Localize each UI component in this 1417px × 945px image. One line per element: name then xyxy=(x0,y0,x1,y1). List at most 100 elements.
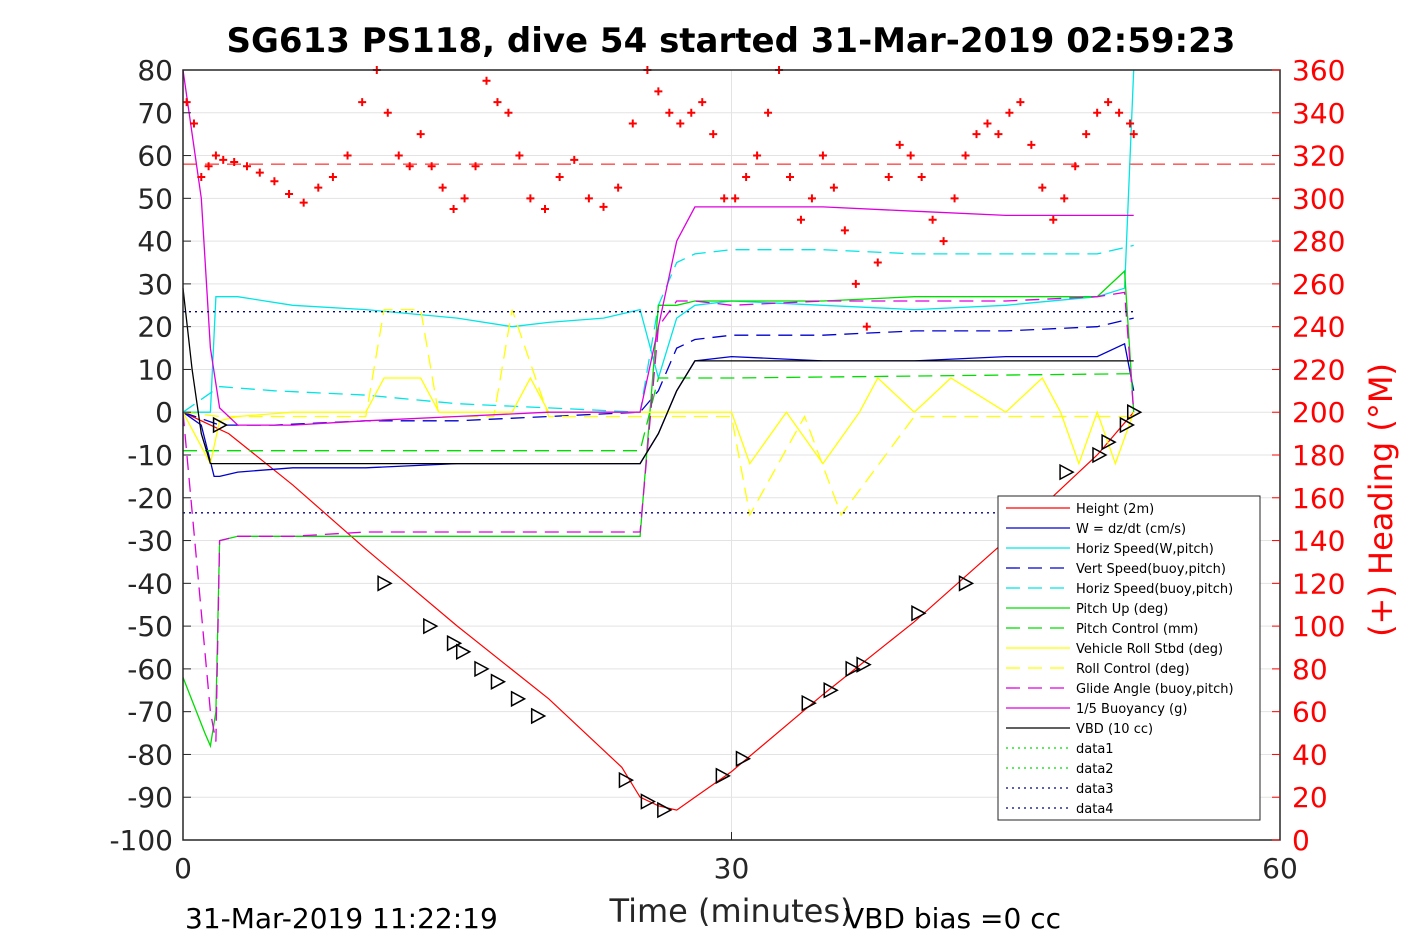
triangle-marker xyxy=(801,694,817,712)
left-tick-label: -10 xyxy=(127,439,173,472)
legend-label: VBD (10 cc) xyxy=(1076,722,1153,737)
heading-point xyxy=(211,151,220,160)
legend-label: data3 xyxy=(1076,782,1114,797)
triangle-marker xyxy=(446,634,463,652)
heading-point xyxy=(950,194,959,203)
series-line-0 xyxy=(182,411,1135,811)
right-axis-label: (+) Heading (°M) xyxy=(1362,363,1400,637)
series-line-2 xyxy=(183,69,1135,413)
heading-point xyxy=(1093,108,1102,117)
right-tick-label: 320 xyxy=(1292,140,1345,173)
triangle-marker xyxy=(856,656,872,673)
left-tick-label: 40 xyxy=(137,225,173,258)
left-tick-label: 30 xyxy=(137,268,173,301)
x-axis-label: Time (minutes) xyxy=(609,892,853,930)
left-tick-label: 20 xyxy=(137,311,173,344)
heading-point xyxy=(698,98,707,107)
triangle-marker xyxy=(657,801,673,819)
triangle-marker xyxy=(1101,433,1117,451)
triangle-marker xyxy=(958,575,975,592)
heading-point xyxy=(628,119,637,128)
heading-point xyxy=(1027,140,1036,149)
heading-point xyxy=(665,108,674,117)
heading-point xyxy=(786,172,795,181)
heading-point xyxy=(1115,108,1124,117)
heading-point xyxy=(687,108,696,117)
heading-point xyxy=(299,198,308,207)
legend-label: Pitch Control (mm) xyxy=(1076,622,1198,637)
triangle-marker xyxy=(212,416,229,434)
legend-box xyxy=(997,495,1261,821)
legend-label: data4 xyxy=(1076,802,1114,817)
heading-point xyxy=(961,151,970,160)
legend-label: W = dz/dt (cm/s) xyxy=(1076,522,1186,537)
heading-point xyxy=(328,172,337,181)
triangle-marker xyxy=(735,750,752,767)
heading-point xyxy=(383,108,392,117)
heading-point xyxy=(343,151,352,160)
series-line-11 xyxy=(182,288,1134,465)
legend-label: data2 xyxy=(1076,762,1114,777)
heading-point xyxy=(764,108,773,117)
heading-point xyxy=(939,237,948,246)
heading-point xyxy=(541,205,550,214)
heading-point xyxy=(807,194,816,203)
heading-point xyxy=(1104,98,1113,107)
left-tick-label: -20 xyxy=(127,482,173,515)
triangle-marker xyxy=(618,771,635,789)
triangle-marker xyxy=(1059,463,1075,481)
heading-point xyxy=(676,119,685,128)
heading-point xyxy=(862,322,871,331)
legend-label: Height (2m) xyxy=(1076,502,1154,517)
heading-point xyxy=(416,130,425,139)
right-tick-label: 200 xyxy=(1292,396,1345,429)
left-tick-label: -70 xyxy=(127,696,173,729)
right-tick-label: 140 xyxy=(1292,525,1345,558)
heading-point xyxy=(493,98,502,107)
legend-label: Horiz Speed(W,pitch) xyxy=(1076,542,1214,557)
x-axis-ticks: 0 30 60 xyxy=(174,832,1298,885)
triangle-marker xyxy=(510,690,527,708)
heading-point xyxy=(204,162,213,171)
left-tick-label: 10 xyxy=(137,353,173,386)
triangle-marker xyxy=(474,660,490,678)
right-tick-label: 100 xyxy=(1292,610,1345,643)
legend-label: Vehicle Roll Stbd (deg) xyxy=(1076,642,1223,657)
heading-point xyxy=(994,130,1003,139)
left-tick-label: -100 xyxy=(109,824,173,857)
legend-label: Glide Angle (buoy,pitch) xyxy=(1076,682,1234,697)
heading-point xyxy=(197,172,206,181)
heading-point xyxy=(873,258,882,267)
x-tick-label: 0 xyxy=(174,852,192,885)
heading-point xyxy=(182,98,191,107)
heading-point xyxy=(731,194,740,203)
triangle-marker xyxy=(640,793,656,810)
right-axis-ticks: 3603403203002802602402202001801601401201… xyxy=(1272,54,1345,857)
x-tick-label: 60 xyxy=(1262,852,1298,885)
heading-point xyxy=(742,172,751,181)
left-tick-label: -90 xyxy=(127,781,173,814)
legend-label: Horiz Speed(buoy,pitch) xyxy=(1076,582,1233,597)
heading-point xyxy=(709,130,718,139)
left-tick-label: 0 xyxy=(155,396,173,429)
left-tick-label: 50 xyxy=(137,182,173,215)
heading-point xyxy=(438,183,447,192)
series-layer xyxy=(182,69,1135,811)
heading-point xyxy=(1038,183,1047,192)
x-tick-label: 30 xyxy=(714,852,750,885)
series-line-6 xyxy=(183,373,1134,452)
right-tick-label: 40 xyxy=(1292,738,1328,771)
heading-point xyxy=(796,215,805,224)
heading-point xyxy=(515,151,524,160)
heading-point xyxy=(358,98,367,107)
heading-point xyxy=(1129,130,1138,139)
heading-point xyxy=(917,172,926,181)
triangle-marker xyxy=(490,673,507,690)
left-tick-label: 60 xyxy=(137,140,173,173)
triangle-marker xyxy=(423,617,439,635)
chart-title: SG613 PS118, dive 54 started 31-Mar-2019… xyxy=(227,21,1236,61)
heading-point xyxy=(818,151,827,160)
right-tick-label: 280 xyxy=(1292,225,1345,258)
heading-point xyxy=(285,190,294,199)
heading-point xyxy=(851,279,860,288)
